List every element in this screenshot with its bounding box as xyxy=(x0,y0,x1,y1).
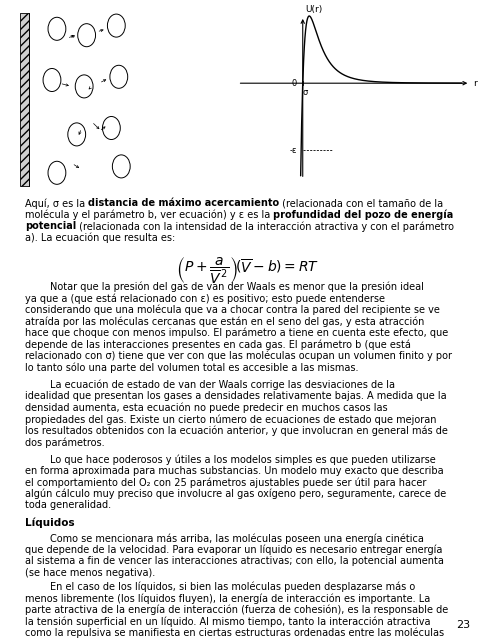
Text: potencial: potencial xyxy=(25,221,76,232)
Text: Líquidos: Líquidos xyxy=(25,517,74,527)
Bar xyxy=(20,13,29,186)
Text: como la repulsiva se manifiesta en ciertas estructuras ordenadas entre las moléc: como la repulsiva se manifiesta en ciert… xyxy=(25,628,444,639)
Text: r: r xyxy=(473,79,477,88)
Text: la tensión superficial en un líquido. Al mismo tiempo, tanto la interacción atra: la tensión superficial en un líquido. Al… xyxy=(25,616,430,627)
Text: al sistema a fin de vencer las interacciones atractivas; con ello, la potencial : al sistema a fin de vencer las interacci… xyxy=(25,556,444,566)
Text: molécula y el parámetro b, ver ecuación) y ε es la: molécula y el parámetro b, ver ecuación)… xyxy=(25,210,273,220)
Text: considerando que una molécula que va a chocar contra la pared del recipiente se : considerando que una molécula que va a c… xyxy=(25,305,440,315)
Text: depende de las interacciones presentes en cada gas. El parámetro b (que está: depende de las interacciones presentes e… xyxy=(25,339,411,349)
Text: La ecuación de estado de van der Waals corrige las desviaciones de la: La ecuación de estado de van der Waals c… xyxy=(25,380,395,390)
Text: Lo que hace poderosos y útiles a los modelos simples es que pueden utilizarse: Lo que hace poderosos y útiles a los mod… xyxy=(25,454,436,465)
Text: idealidad que presentan los gases a densidades relativamente bajas. A medida que: idealidad que presentan los gases a dens… xyxy=(25,391,446,401)
Text: (se hace menos negativa).: (se hace menos negativa). xyxy=(25,568,155,578)
Text: $\left(P+\dfrac{a}{\overline{V}^{\,2}}\right)\!\left(\overline{V}-b\right)=RT$: $\left(P+\dfrac{a}{\overline{V}^{\,2}}\r… xyxy=(176,255,319,285)
Text: atraída por las moléculas cercanas que están en el seno del gas, y esta atracció: atraída por las moléculas cercanas que e… xyxy=(25,316,424,326)
Text: propiedades del gas. Existe un cierto número de ecuaciones de estado que mejoran: propiedades del gas. Existe un cierto nú… xyxy=(25,414,436,424)
Text: algún cálculo muy preciso que involucre al gas oxígeno pero, seguramente, carece: algún cálculo muy preciso que involucre … xyxy=(25,489,446,499)
Text: dos parámetros.: dos parámetros. xyxy=(25,437,104,447)
Text: -ε: -ε xyxy=(289,146,297,155)
Text: densidad aumenta, esta ecuación no puede predecir en muchos casos las: densidad aumenta, esta ecuación no puede… xyxy=(25,403,388,413)
Text: relacionado con σ) tiene que ver con que las moléculas ocupan un volumen finito : relacionado con σ) tiene que ver con que… xyxy=(25,351,452,361)
Text: En el caso de los líquidos, si bien las moléculas pueden desplazarse más o: En el caso de los líquidos, si bien las … xyxy=(25,582,415,593)
Text: toda generalidad.: toda generalidad. xyxy=(25,500,111,511)
Text: 0: 0 xyxy=(292,79,297,88)
Text: lo tanto sólo una parte del volumen total es accesible a las mismas.: lo tanto sólo una parte del volumen tota… xyxy=(25,362,358,372)
Text: hace que choque con menos impulso. El parámetro a tiene en cuenta este efecto, q: hace que choque con menos impulso. El pa… xyxy=(25,328,448,338)
Text: Como se mencionara más arriba, las moléculas poseen una energía cinética: Como se mencionara más arriba, las moléc… xyxy=(25,533,424,544)
Text: Notar que la presión del gas de van der Waals es menor que la presión ideal: Notar que la presión del gas de van der … xyxy=(25,282,424,292)
Text: a). La ecuación que resulta es:: a). La ecuación que resulta es: xyxy=(25,233,175,243)
Text: (relacionada con el tamaño de la: (relacionada con el tamaño de la xyxy=(279,198,443,209)
Text: el comportamiento del O₂ con 25 parámetros ajustables puede ser útil para hacer: el comportamiento del O₂ con 25 parámetr… xyxy=(25,477,426,488)
Text: 23: 23 xyxy=(456,620,470,630)
Text: Aquí, σ es la: Aquí, σ es la xyxy=(25,198,88,209)
Text: parte atractiva de la energía de interacción (fuerza de cohesión), es la respons: parte atractiva de la energía de interac… xyxy=(25,605,448,616)
Text: U(r): U(r) xyxy=(305,5,322,14)
Text: que depende de la velocidad. Para evaporar un líquido es necesario entregar ener: que depende de la velocidad. Para evapor… xyxy=(25,545,442,556)
Text: los resultados obtenidos con la ecuación anterior, y que involucran en general m: los resultados obtenidos con la ecuación… xyxy=(25,426,447,436)
Text: en forma aproximada para muchas substancias. Un modelo muy exacto que describa: en forma aproximada para muchas substanc… xyxy=(25,466,444,476)
Text: distancia de máximo acercamiento: distancia de máximo acercamiento xyxy=(88,198,279,209)
Text: σ: σ xyxy=(302,88,308,97)
Text: profundidad del pozo de energía: profundidad del pozo de energía xyxy=(273,210,453,220)
Text: ya que a (que está relacionado con ε) es positivo; esto puede entenderse: ya que a (que está relacionado con ε) es… xyxy=(25,293,385,303)
Text: (relacionada con la intensidad de la interacción atractiva y con el parámetro: (relacionada con la intensidad de la int… xyxy=(76,221,454,232)
Text: menos libremente (los líquidos fluyen), la energía de interacción es importante.: menos libremente (los líquidos fluyen), … xyxy=(25,593,430,604)
